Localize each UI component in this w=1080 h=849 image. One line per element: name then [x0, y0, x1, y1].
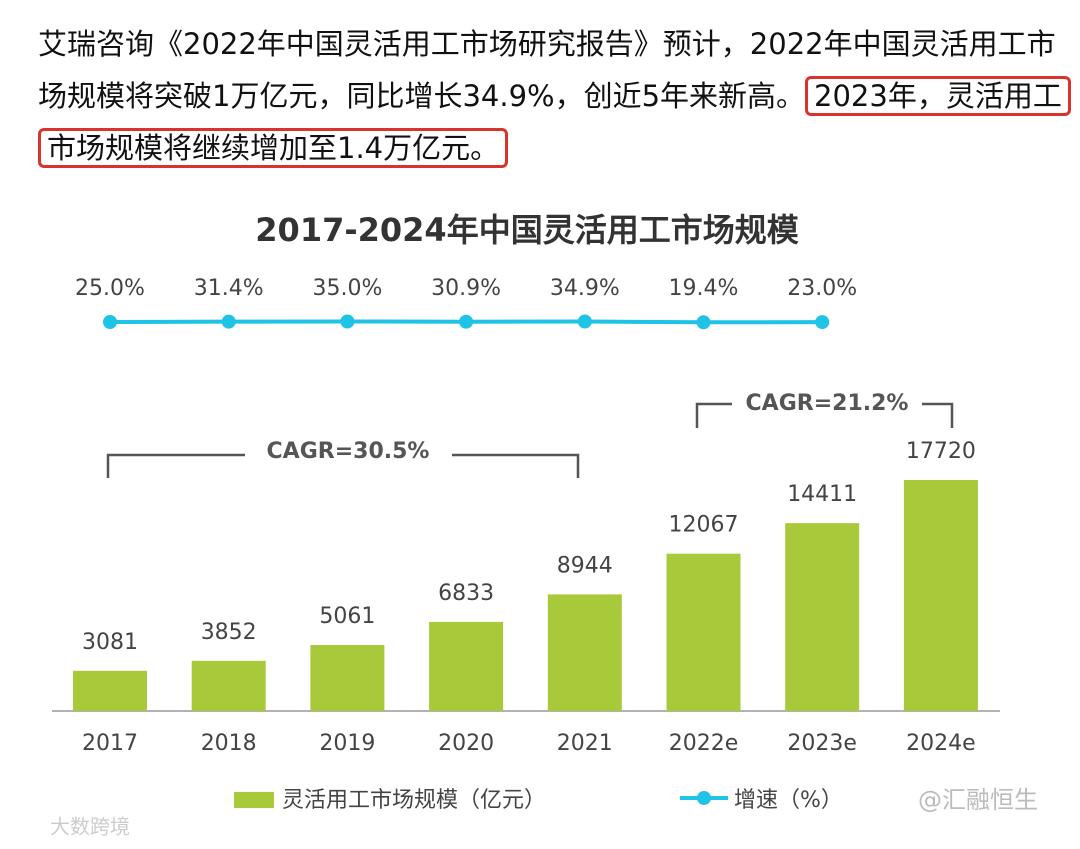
bar — [903, 480, 978, 711]
data-label: 8944 — [557, 553, 613, 578]
chart-title: 2017-2024年中国灵活用工市场规模 — [255, 211, 798, 249]
legend-swatch — [234, 792, 274, 808]
point — [577, 314, 592, 329]
data-label: 12067 — [669, 513, 739, 538]
highlighted-text: 2023年，灵活用工市场规模将继续增加至1.4万亿元。 — [38, 76, 1071, 168]
text: 艾瑞咨询《2022年中国灵活用工市场研究报告》预计，2022年中国灵活用工市场规… — [38, 27, 1056, 113]
data-label: 34.9% — [550, 276, 620, 301]
bar — [191, 660, 266, 711]
bar — [547, 594, 622, 711]
data-label: 6833 — [438, 581, 494, 606]
bar — [785, 523, 860, 711]
data-label: 35.0% — [312, 276, 382, 301]
data-label: 25.0% — [75, 276, 145, 301]
legend-swatch — [697, 791, 711, 805]
data-label: 30.9% — [431, 276, 501, 301]
watermark: 大数跨境 — [50, 815, 130, 839]
bar — [429, 621, 504, 711]
data-label: 5061 — [319, 604, 375, 629]
x-tick-label: 2021 — [557, 731, 613, 756]
point — [340, 314, 355, 329]
bracket — [452, 453, 580, 478]
x-tick-label: 2018 — [201, 731, 257, 756]
x-tick-label: 2019 — [319, 731, 375, 756]
bracket — [922, 402, 954, 428]
x-tick-label: 2023e — [787, 731, 857, 756]
point — [103, 315, 117, 329]
data-label: 31.4% — [194, 276, 264, 301]
paragraph: 艾瑞咨询《2022年中国灵活用工市场研究报告》预计，2022年中国灵活用工市场规… — [38, 18, 1071, 174]
point — [815, 315, 830, 330]
watermark: @汇融恒生 — [918, 786, 1038, 814]
annotation: CAGR=21.2% — [746, 391, 909, 416]
x-tick-label: 2017 — [82, 731, 138, 756]
point — [459, 314, 474, 329]
bracket — [695, 402, 732, 428]
bracket — [106, 453, 245, 478]
bar — [666, 553, 741, 711]
data-label: 19.4% — [669, 276, 739, 301]
bar — [73, 670, 147, 711]
data-label: 3852 — [201, 620, 257, 645]
data-label: 23.0% — [787, 276, 857, 301]
x-tick-label: 2024e — [906, 731, 976, 756]
x-tick-label: 2022e — [669, 731, 739, 756]
point — [221, 314, 236, 329]
legend-label: 增速（%） — [734, 788, 843, 813]
bar — [310, 645, 385, 711]
data-label: 17720 — [906, 439, 976, 464]
point — [696, 315, 711, 330]
legend-label: 灵活用工市场规模（亿元） — [282, 788, 546, 813]
data-label: 14411 — [787, 482, 857, 507]
annotation: CAGR=30.5% — [267, 439, 430, 464]
x-tick-label: 2020 — [438, 731, 494, 756]
data-label: 3081 — [82, 630, 138, 655]
